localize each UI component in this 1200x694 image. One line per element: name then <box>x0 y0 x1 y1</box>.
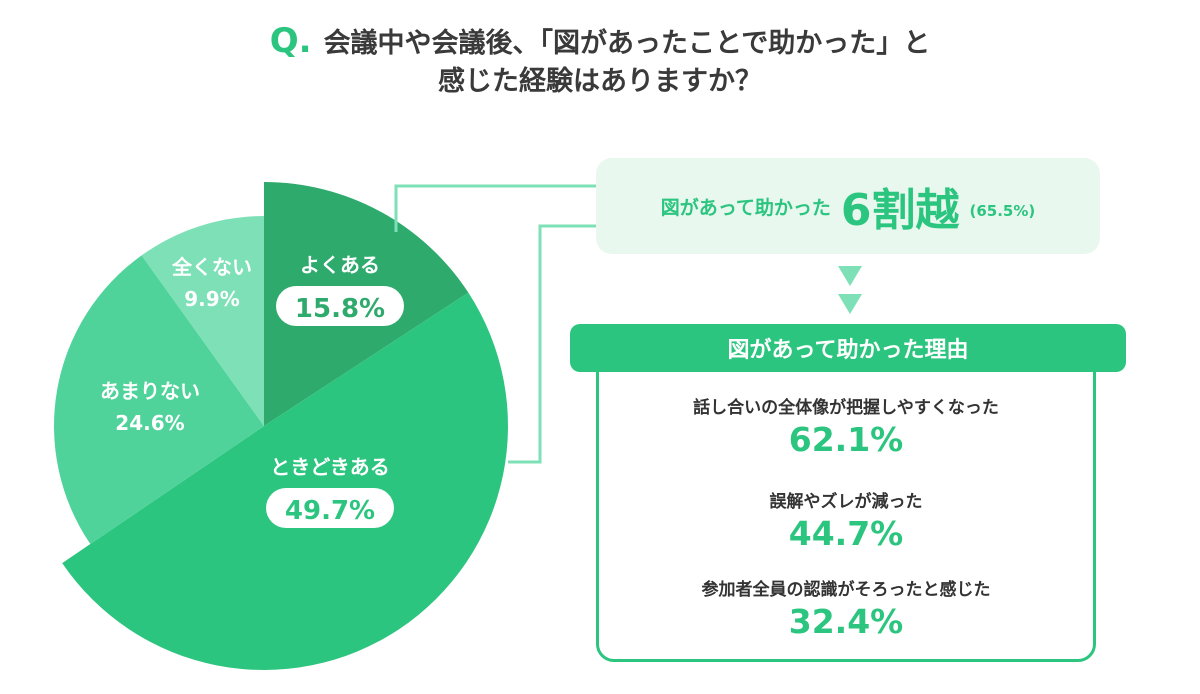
connector-line-upper <box>394 184 596 232</box>
pie-slice <box>141 216 264 426</box>
slice-value: 9.9% <box>184 287 239 311</box>
slice-value: 15.8% <box>295 294 385 324</box>
reason-label: 話し合いの全体像が把握しやすくなった <box>693 398 999 418</box>
summary-big-number: 6割越 <box>840 185 960 236</box>
pie-slice <box>62 292 508 670</box>
title-line-2: 感じた経験はありますか？ <box>438 66 762 97</box>
reason-header: 図があって助かった理由 <box>570 324 1126 372</box>
slice-label: あまりない <box>100 379 200 403</box>
connector-lines <box>394 184 596 464</box>
pie-slices <box>53 182 508 670</box>
reason-label: 誤解やズレが減った <box>769 492 923 512</box>
slice-value: 49.7% <box>285 496 375 526</box>
title-text-1: 会議中や会議後、「図があったことで助かった」と <box>323 28 931 59</box>
down-arrows-icon <box>838 266 862 314</box>
value-pill <box>266 488 394 528</box>
pie-labels: よくある 15.8% ときどきある 49.7% あまりない 24.6% 全くない 9.9% <box>100 253 404 528</box>
reason-item-2: 誤解やズレが減った 44.7% <box>596 490 1096 554</box>
slice-label: ときどきある <box>270 455 389 479</box>
q-mark: Q. <box>269 21 312 61</box>
reason-item-3: 参加者全員の認識がそろったと感じた 32.4% <box>596 578 1096 642</box>
summary-percent: (65.5%) <box>969 202 1036 220</box>
question-title: Q. 会議中や会議後、「図があったことで助かった」と 感じた経験はありますか？ <box>0 22 1200 101</box>
reason-value: 44.7% <box>788 514 904 553</box>
slice-value: 24.6% <box>115 411 184 435</box>
pie-slice <box>53 255 264 545</box>
reason-value: 32.4% <box>788 602 904 641</box>
title-line-1: Q. 会議中や会議後、「図があったことで助かった」と <box>0 22 1200 63</box>
reason-item-1: 話し合いの全体像が把握しやすくなった 62.1% <box>596 396 1096 460</box>
reason-value: 62.1% <box>788 420 904 459</box>
summary-text: 図があって助かった <box>660 196 831 219</box>
connector-line-lower <box>508 224 596 464</box>
reason-label: 参加者全員の認識がそろったと感じた <box>701 580 991 600</box>
reason-box <box>596 348 1096 662</box>
value-pill <box>276 286 404 326</box>
slice-label: よくある <box>300 253 380 277</box>
summary-box: 図があって助かった 6割越 (65.5%) <box>596 158 1100 254</box>
slice-label: 全くない <box>171 255 252 279</box>
